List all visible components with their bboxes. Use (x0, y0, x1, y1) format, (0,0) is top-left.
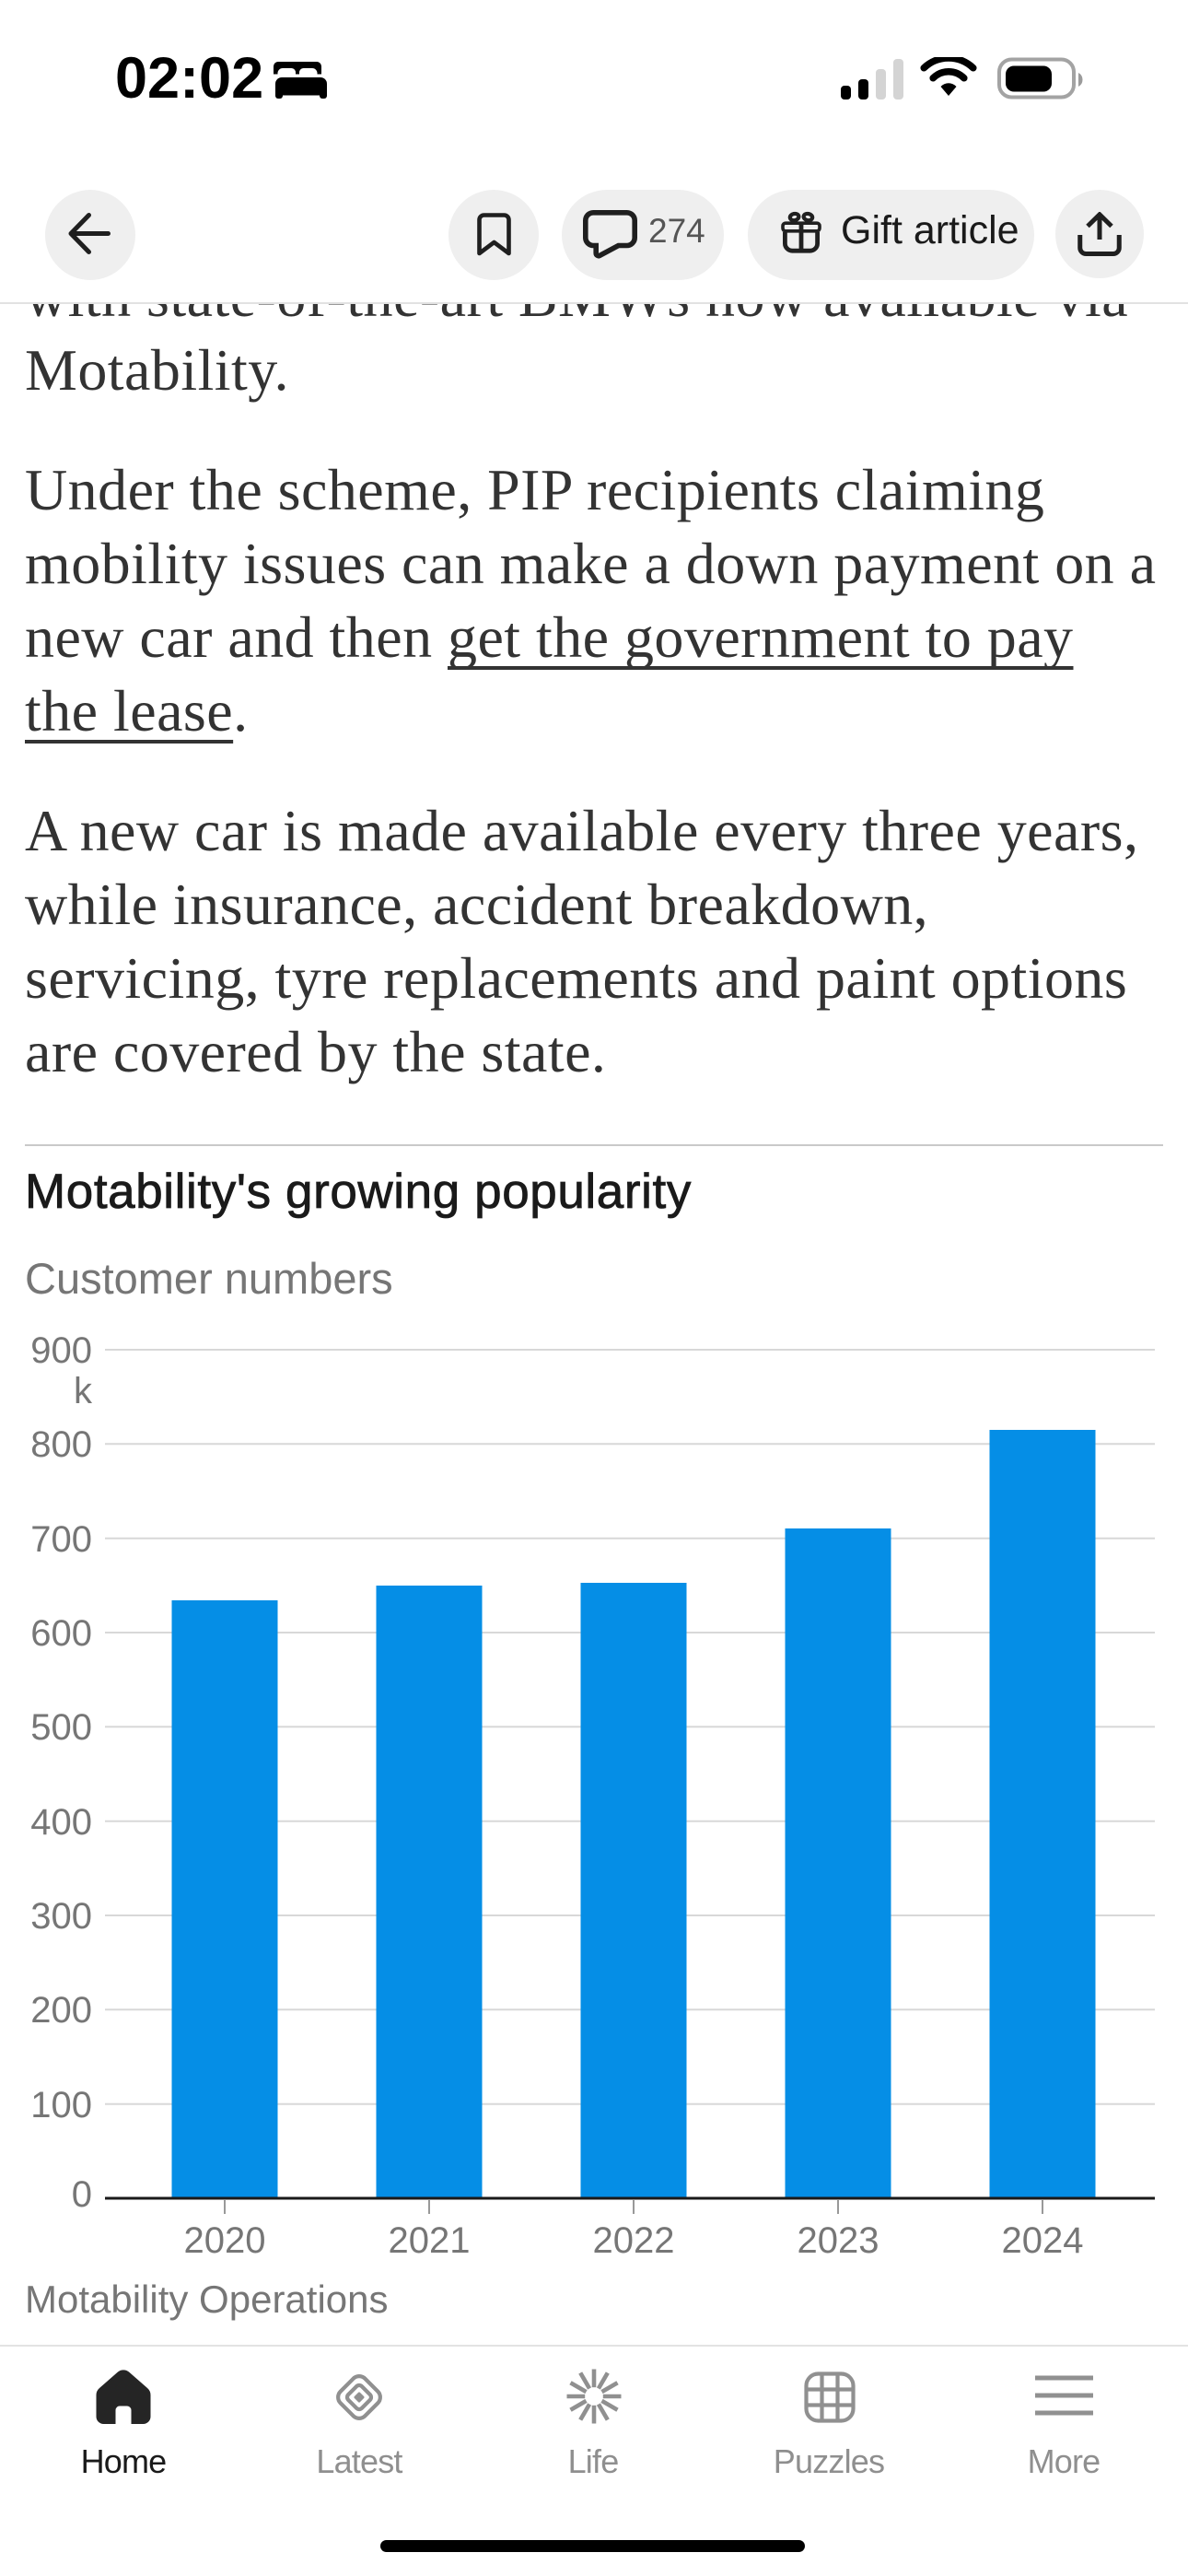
svg-text:100: 100 (30, 2085, 92, 2125)
svg-text:2020: 2020 (184, 2220, 266, 2261)
svg-text:500: 500 (30, 1707, 92, 1748)
svg-text:0: 0 (72, 2174, 92, 2215)
svg-text:700: 700 (30, 1519, 92, 1560)
svg-text:800: 800 (30, 1424, 92, 1465)
svg-text:400: 400 (30, 1802, 92, 1843)
svg-text:k: k (74, 1371, 93, 1411)
svg-text:2021: 2021 (389, 2220, 471, 2261)
svg-text:300: 300 (30, 1896, 92, 1937)
svg-text:600: 600 (30, 1613, 92, 1654)
svg-text:2024: 2024 (1002, 2220, 1084, 2261)
svg-text:900: 900 (30, 1330, 92, 1371)
svg-text:2023: 2023 (798, 2220, 879, 2261)
svg-text:2022: 2022 (593, 2220, 675, 2261)
svg-text:200: 200 (30, 1990, 92, 2031)
